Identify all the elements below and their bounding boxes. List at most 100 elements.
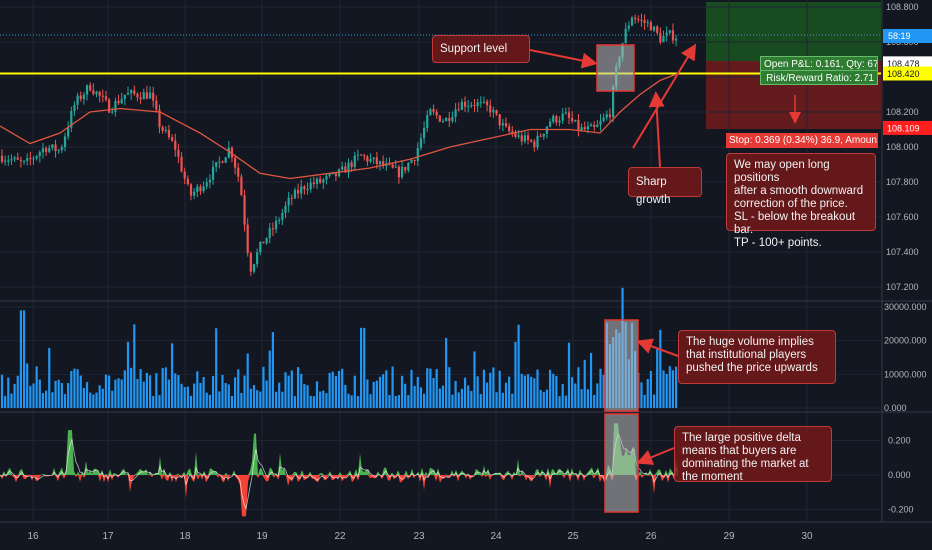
time-tick-label: 22 [334, 531, 346, 542]
volume-bar [413, 385, 416, 408]
price-tag-label: 108.109 [887, 123, 920, 133]
candle [671, 30, 675, 41]
candle [536, 135, 539, 148]
volume-bar [13, 383, 16, 408]
candle [445, 117, 448, 122]
candle [161, 127, 164, 131]
volume-bar [470, 391, 473, 408]
candle [407, 162, 410, 171]
volume-bar [555, 375, 558, 408]
volume-bar [391, 366, 394, 408]
candle [479, 101, 482, 103]
candle [205, 182, 208, 187]
time-tick-label: 25 [567, 531, 579, 542]
volume-bar [38, 379, 41, 408]
candle [328, 173, 331, 176]
candle [347, 162, 350, 173]
strategy-line: SL - below the breakout bar. [734, 211, 856, 236]
candle [85, 85, 89, 95]
candle [19, 159, 22, 162]
volume-bar [256, 390, 259, 408]
volume-bar [372, 381, 375, 408]
candle [139, 97, 142, 100]
candle [256, 252, 259, 265]
candle [35, 156, 38, 159]
candle [48, 147, 51, 152]
candle [130, 90, 133, 94]
candle [514, 133, 517, 137]
candle [552, 116, 555, 122]
time-tick-label: 23 [413, 531, 425, 542]
candle [630, 17, 634, 26]
price-tick-label: 108.200 [886, 107, 919, 117]
candle [67, 127, 70, 137]
candle [605, 114, 608, 118]
candle [586, 126, 589, 130]
volume-bar [498, 370, 501, 408]
volume-bar [539, 389, 542, 408]
target-zone [706, 2, 881, 61]
volume-bar [520, 373, 523, 408]
candle [675, 38, 678, 41]
volume-bar [656, 348, 659, 408]
volume-bar [511, 393, 514, 408]
volume-bar [158, 395, 161, 408]
candle [508, 126, 511, 132]
time-tick-label: 24 [490, 531, 502, 542]
volume-bar [375, 380, 378, 408]
volume-bar [243, 375, 246, 408]
candle [108, 99, 111, 113]
volume-bar [205, 392, 208, 408]
candle [60, 146, 63, 151]
candle [13, 157, 16, 160]
candle [180, 156, 183, 172]
volume-bar [224, 382, 227, 408]
candle [467, 105, 470, 107]
candle [293, 189, 297, 199]
candle [259, 241, 262, 253]
candle [580, 127, 583, 131]
volume-bar [467, 385, 470, 408]
delta-tick-label: 0.000 [888, 470, 911, 480]
time-tick-label: 16 [27, 531, 39, 542]
price-tick-label: 107.800 [886, 177, 919, 187]
candle [501, 123, 504, 126]
volume-bar [593, 394, 596, 408]
candle [372, 157, 375, 160]
annotation-volume: The huge volume implies that institution… [678, 330, 836, 384]
volume-bar [19, 310, 22, 408]
candle [668, 30, 671, 33]
volume-bar [290, 370, 293, 408]
volume-bar [120, 379, 123, 408]
time-tick-label: 17 [102, 531, 114, 542]
candle [155, 100, 158, 110]
strategy-line: correction of the price. [734, 198, 848, 210]
candle [489, 105, 492, 113]
volume-bar [278, 382, 281, 408]
volume-bar [479, 394, 482, 408]
candle [413, 160, 416, 162]
volume-bar [599, 368, 602, 408]
volume-bar [662, 370, 665, 408]
candle [665, 32, 668, 36]
volume-bar [218, 391, 221, 408]
volume-bar [671, 370, 675, 408]
volume-bar [70, 370, 73, 408]
candle [353, 155, 356, 167]
volume-bar [45, 390, 48, 408]
candle [237, 167, 240, 177]
time-tick-label: 19 [256, 531, 268, 542]
time-tick-label: 18 [179, 531, 191, 542]
volume-bar [237, 369, 240, 408]
volume-bar [526, 374, 530, 408]
candle [51, 144, 54, 148]
candle [350, 162, 353, 167]
open-pnl-label: Open P&L: 0.161, Qty: 67 [760, 56, 878, 71]
candle [451, 116, 454, 121]
volume-bar [281, 391, 284, 408]
volume-bar [7, 377, 10, 408]
price-tick-label: 108.000 [886, 142, 919, 152]
volume-bar [10, 393, 13, 408]
candle [215, 162, 218, 167]
